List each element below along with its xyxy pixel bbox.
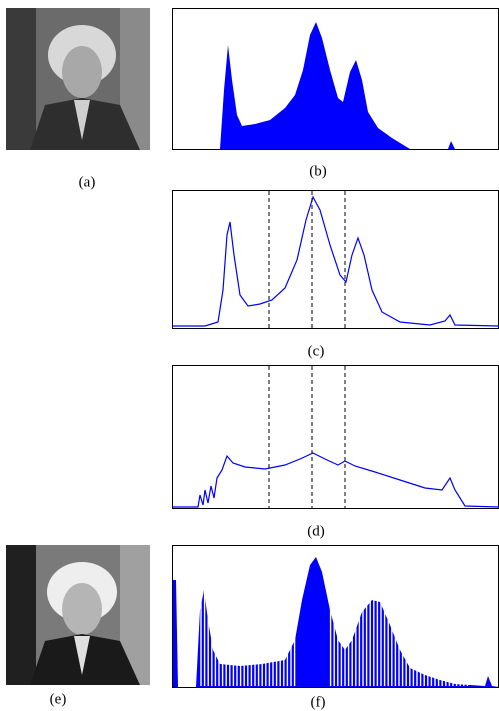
photo-original	[6, 8, 150, 150]
panel-label: (b)	[309, 163, 327, 179]
panel-label: (a)	[79, 174, 96, 190]
plot-frame	[172, 365, 499, 509]
panel-label: (c)	[308, 343, 325, 359]
histogram	[173, 557, 499, 687]
histogram-line	[173, 452, 499, 508]
panel-label: (e)	[50, 691, 67, 707]
photo-equalized	[6, 545, 150, 685]
plot-frame	[172, 190, 499, 329]
panel-label: (f)	[311, 694, 326, 710]
panel-label: (d)	[307, 523, 325, 539]
histogram	[220, 22, 455, 149]
histogram-line	[173, 195, 499, 327]
